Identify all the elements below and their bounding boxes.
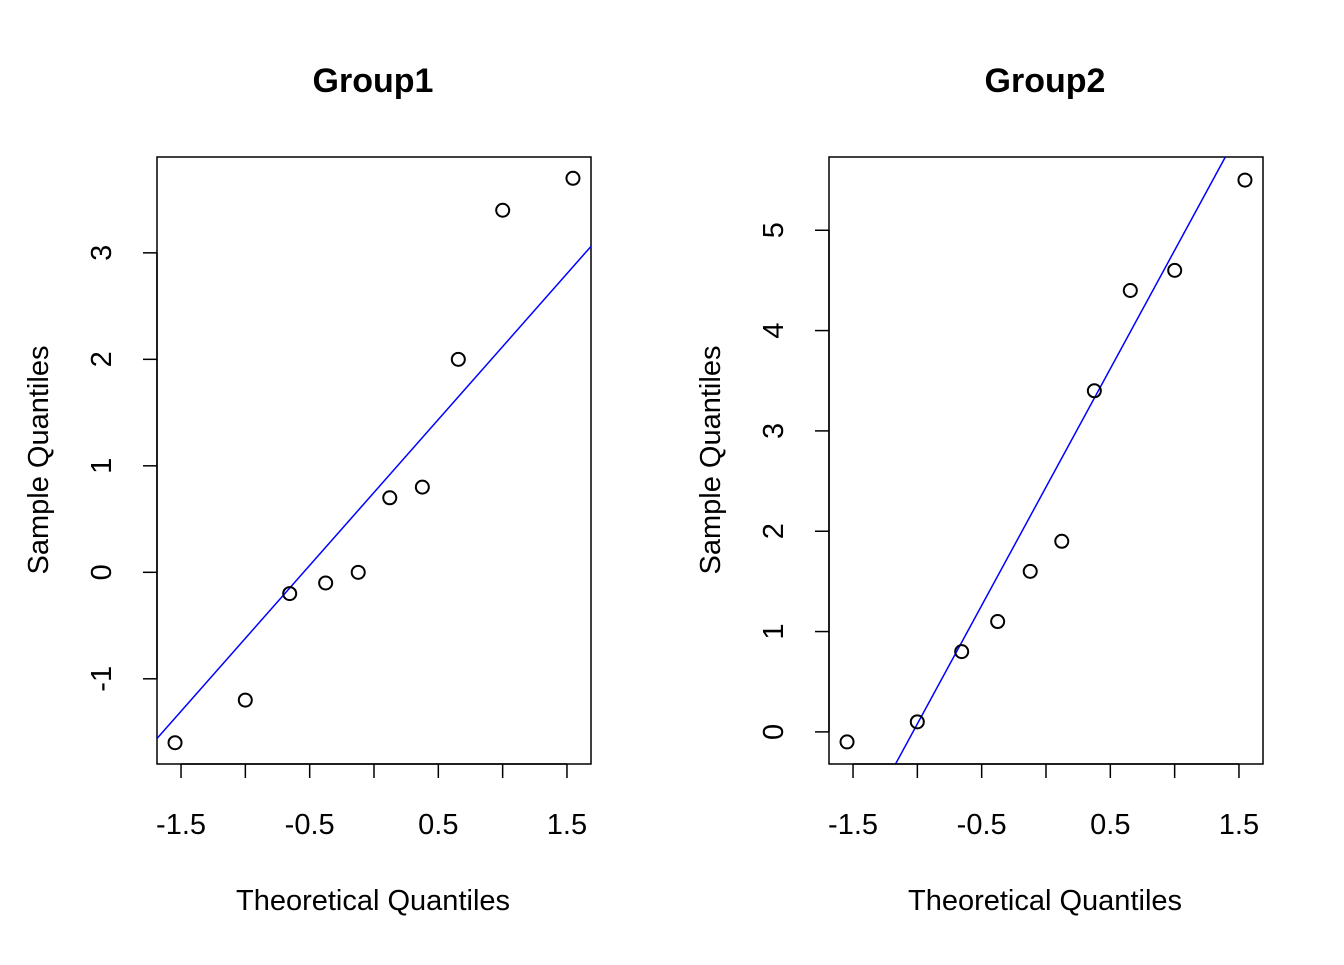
x-tick-label: 1.5 — [547, 809, 587, 841]
x-tick-label: 0.5 — [1090, 809, 1130, 841]
plot-frame — [828, 156, 1264, 765]
reference-line — [894, 156, 1227, 765]
points-layer — [167, 170, 581, 751]
plot-frame — [156, 156, 592, 765]
data-point — [450, 351, 466, 367]
y-tick-label: 1 — [758, 623, 790, 639]
y-axis-title: Sample Quantiles — [695, 346, 727, 575]
x-tick-label: 1.5 — [1219, 809, 1259, 841]
data-point — [495, 202, 511, 218]
reference-line-layer — [894, 156, 1227, 765]
y-axis: -1 0 1 2 3 — [86, 245, 158, 692]
data-point — [414, 479, 430, 495]
chart-title: Group1 — [313, 62, 434, 100]
x-axis: -1.5 -0.5 0.5 1.5 — [156, 763, 587, 841]
panel-group2: Group2 -1.5 -0.5 0.5 1.5 0 1 2 3 4 5 Theoretical… — [695, 62, 1264, 917]
y-axis: 0 1 2 3 4 5 — [758, 222, 830, 740]
y-tick-label: 5 — [758, 222, 790, 238]
y-tick-label: 2 — [758, 523, 790, 539]
data-point — [318, 575, 334, 591]
data-point — [1022, 563, 1038, 579]
y-tick-label: 2 — [86, 351, 118, 367]
data-point — [382, 490, 398, 506]
x-axis-title: Theoretical Quantiles — [236, 885, 510, 917]
x-axis-title: Theoretical Quantiles — [908, 885, 1182, 917]
reference-line — [156, 245, 592, 740]
data-point — [282, 586, 298, 602]
reference-line-layer — [156, 245, 592, 740]
data-point — [1086, 383, 1102, 399]
data-point — [350, 564, 366, 580]
y-axis-title: Sample Quantiles — [23, 346, 55, 575]
data-point — [1054, 533, 1070, 549]
data-point — [1237, 172, 1253, 188]
y-tick-label: -1 — [86, 666, 118, 692]
y-tick-label: 1 — [86, 458, 118, 474]
y-tick-label: 3 — [86, 245, 118, 261]
data-point — [954, 644, 970, 660]
y-tick-label: 0 — [758, 724, 790, 740]
data-point — [990, 614, 1006, 630]
x-tick-label: -1.5 — [828, 809, 878, 841]
panel-group1: Group1 -1.5 -0.5 0.5 1.5 -1 0 1 2 3 Theoretical… — [23, 62, 592, 917]
x-tick-label: -0.5 — [957, 809, 1007, 841]
data-point — [167, 735, 183, 751]
x-tick-label: -0.5 — [285, 809, 335, 841]
x-tick-label: 0.5 — [418, 809, 458, 841]
data-point — [909, 714, 925, 730]
x-axis: -1.5 -0.5 0.5 1.5 — [828, 763, 1259, 841]
y-tick-label: 0 — [86, 564, 118, 580]
points-layer — [839, 172, 1253, 750]
data-point — [1167, 262, 1183, 278]
data-point — [1122, 282, 1138, 298]
x-tick-label: -1.5 — [156, 809, 206, 841]
data-point — [237, 692, 253, 708]
y-tick-label: 4 — [758, 323, 790, 339]
chart-title: Group2 — [985, 62, 1106, 100]
y-tick-label: 3 — [758, 423, 790, 439]
data-point — [565, 170, 581, 186]
data-point — [839, 734, 855, 750]
